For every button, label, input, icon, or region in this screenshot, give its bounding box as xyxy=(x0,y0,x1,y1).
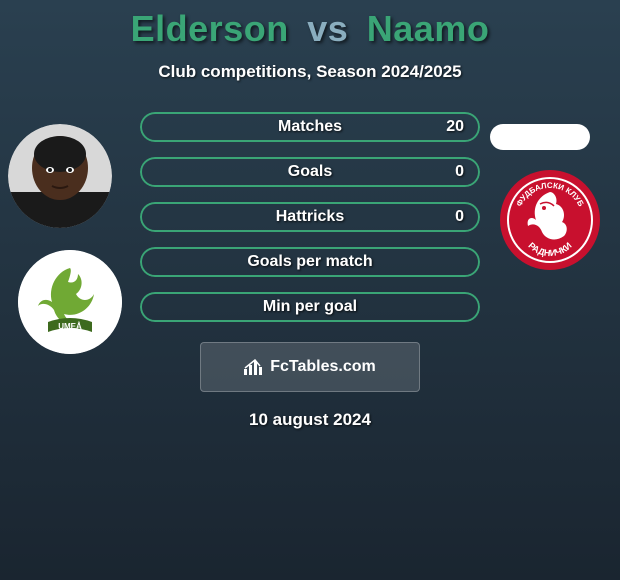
stat-row: Goals per match xyxy=(140,247,480,277)
watermark-text: FcTables.com xyxy=(270,358,376,376)
svg-text:UMEÅ: UMEÅ xyxy=(58,322,82,331)
stat-row: Min per goal xyxy=(140,292,480,322)
stat-label: Goals xyxy=(288,163,332,181)
stat-row: Hattricks 0 xyxy=(140,202,480,232)
player1-photo xyxy=(8,124,112,228)
stat-label: Goals per match xyxy=(247,253,372,271)
stat-row: Matches 20 xyxy=(140,112,480,142)
stat-value: 20 xyxy=(446,118,464,136)
stat-label: Hattricks xyxy=(276,208,344,226)
subtitle: Club competitions, Season 2024/2025 xyxy=(158,62,461,82)
stat-value: 0 xyxy=(455,163,464,181)
page-title: Elderson vs Naamo xyxy=(131,8,490,50)
stat-label: Min per goal xyxy=(263,298,357,316)
player2-club-logo: ФУДБАЛСКИ КЛУБ РАДНИЧКИ xyxy=(498,168,602,272)
stat-row: Goals 0 xyxy=(140,157,480,187)
date: 10 august 2024 xyxy=(249,410,371,430)
stat-label: Matches xyxy=(278,118,342,136)
watermark: FcTables.com xyxy=(200,342,420,392)
player2-name: Naamo xyxy=(367,8,490,49)
stat-value: 0 xyxy=(455,208,464,226)
bars-icon xyxy=(244,359,264,375)
player1-club-logo: UMEÅ xyxy=(18,250,122,354)
player2-photo xyxy=(490,124,590,150)
player1-name: Elderson xyxy=(131,8,289,49)
vs-separator: vs xyxy=(307,8,348,49)
